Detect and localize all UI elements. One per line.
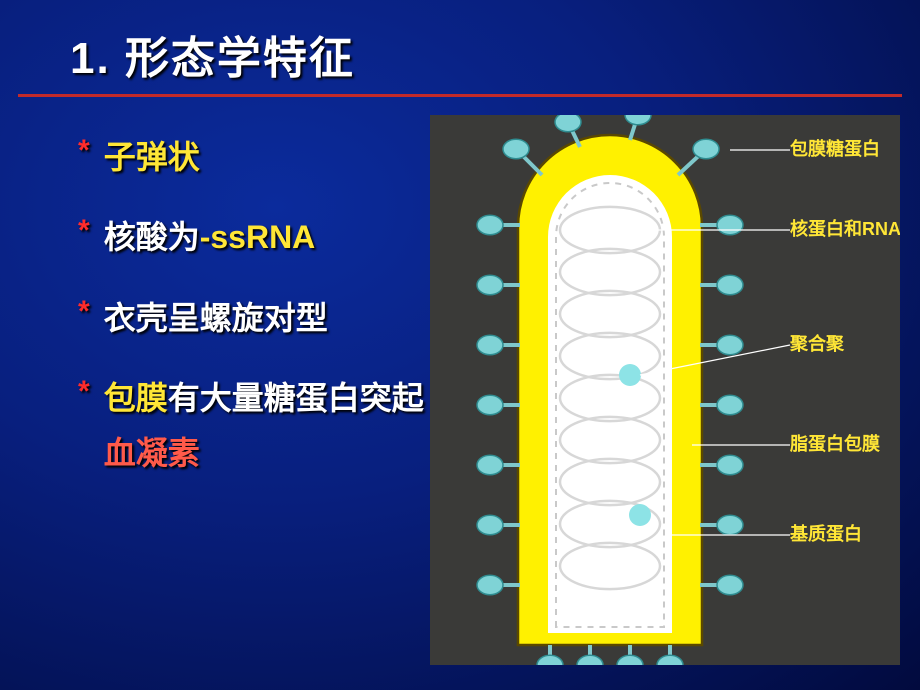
virus-diagram: 包膜糖蛋白核蛋白和RNA 聚合聚脂蛋白包膜基质蛋白 <box>430 115 900 665</box>
svg-text:脂蛋白包膜: 脂蛋白包膜 <box>790 433 880 454</box>
virus-svg: 包膜糖蛋白核蛋白和RNA 聚合聚脂蛋白包膜基质蛋白 <box>430 115 900 665</box>
svg-text:基质蛋白: 基质蛋白 <box>789 523 862 544</box>
title-underline <box>18 94 902 97</box>
bullet-1: * 核酸为-ssRNA <box>78 210 428 264</box>
slide: 1. 形态学特征 * 子弹状 * 核酸为-ssRNA * 衣壳呈螺旋对型 * 包膜有大量糖蛋白… <box>0 0 920 690</box>
bullet-text: 衣壳呈螺旋对型 <box>104 291 328 345</box>
bullet-list: * 子弹状 * 核酸为-ssRNA * 衣壳呈螺旋对型 * 包膜有大量糖蛋白突起血凝素 <box>78 130 428 506</box>
bullet-0: * 子弹状 <box>78 130 428 184</box>
bullet-asterisk: * <box>78 291 90 333</box>
slide-title: 1. 形态学特征 <box>70 22 355 86</box>
svg-text:聚合聚: 聚合聚 <box>789 333 845 354</box>
bullet-3: * 包膜有大量糖蛋白突起血凝素 <box>78 371 428 480</box>
bullet-text: 包膜有大量糖蛋白突起血凝素 <box>104 371 428 480</box>
bullet-text: 子弹状 <box>104 130 200 184</box>
bullet-asterisk: * <box>78 210 90 252</box>
bullet-text: 核酸为-ssRNA <box>104 210 316 264</box>
svg-text:核蛋白和RNA: 核蛋白和RNA <box>790 218 900 239</box>
bullet-2: * 衣壳呈螺旋对型 <box>78 291 428 345</box>
bullet-asterisk: * <box>78 371 90 413</box>
bullet-asterisk: * <box>78 130 90 172</box>
svg-text:包膜糖蛋白: 包膜糖蛋白 <box>790 138 880 159</box>
